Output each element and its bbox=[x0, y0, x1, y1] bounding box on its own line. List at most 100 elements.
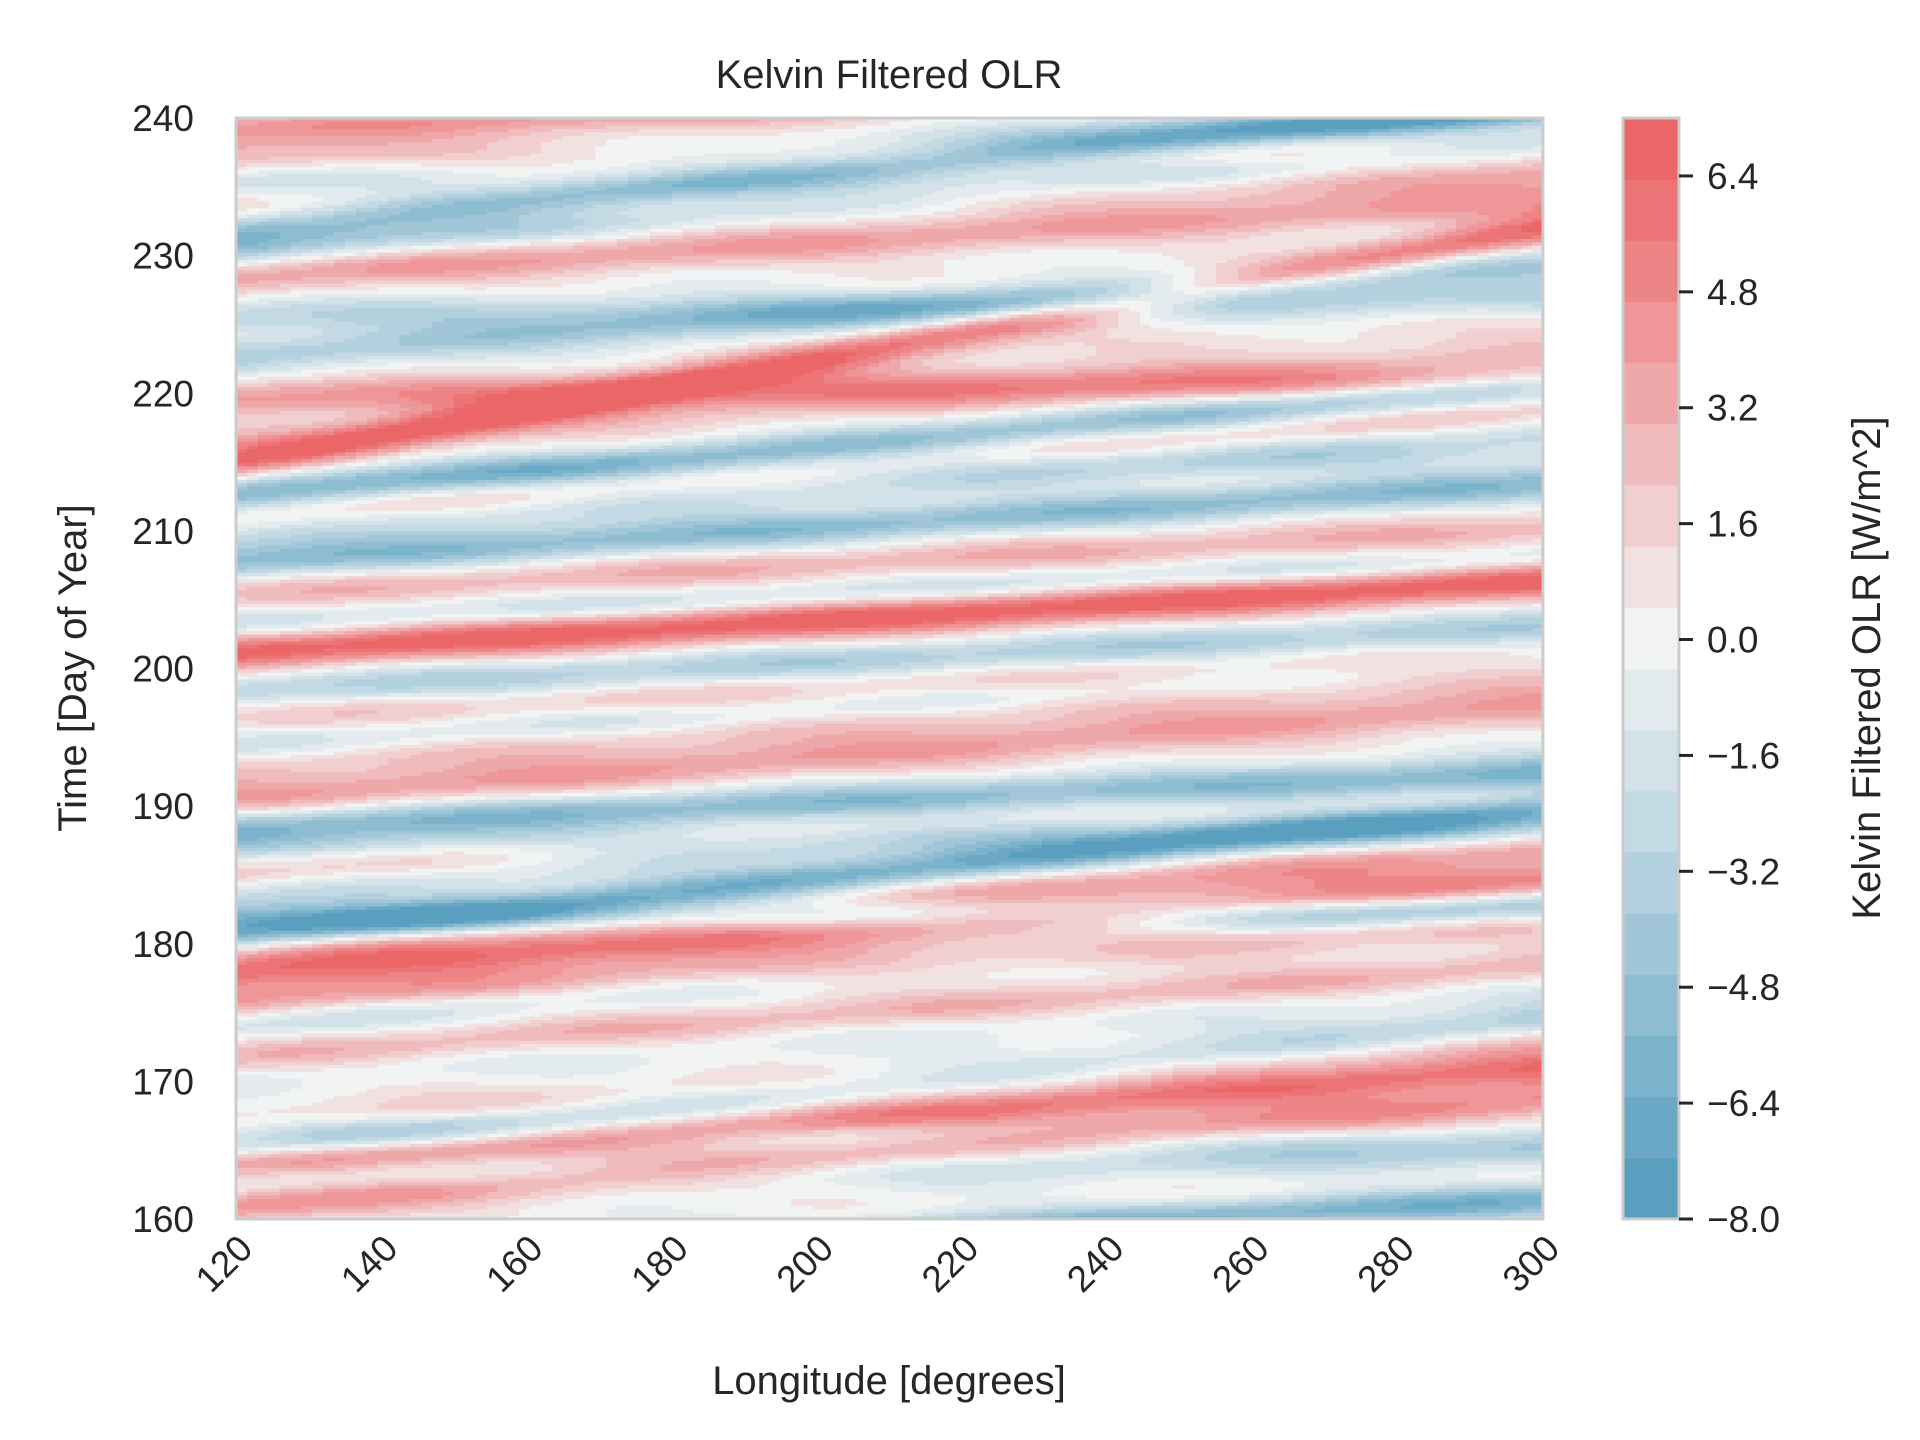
contour-cell bbox=[475, 802, 553, 807]
contour-cell bbox=[1357, 1201, 1413, 1206]
contour-cell bbox=[1532, 1029, 1543, 1034]
contour-cell bbox=[1368, 696, 1435, 701]
contour-cell bbox=[432, 871, 553, 876]
contour-cell bbox=[551, 382, 586, 387]
contour-cell bbox=[1292, 868, 1370, 873]
contour-cell bbox=[1063, 761, 1119, 766]
contour-cell bbox=[323, 833, 390, 838]
contour-cell bbox=[1107, 1016, 1196, 1021]
contour-cell bbox=[1532, 1115, 1543, 1120]
contour-cell bbox=[486, 437, 520, 443]
contour-cell bbox=[1477, 396, 1511, 401]
contour-cell bbox=[1401, 792, 1490, 797]
contour-cell bbox=[236, 424, 270, 429]
contour-cell bbox=[584, 985, 629, 990]
contour-cell bbox=[562, 651, 607, 656]
contour-cell bbox=[399, 403, 433, 408]
contour-cell bbox=[323, 864, 346, 869]
contour-cell bbox=[943, 1163, 1174, 1168]
contour-cell bbox=[1325, 1050, 1370, 1055]
contour-cell bbox=[628, 819, 673, 824]
contour-cell bbox=[1150, 651, 1217, 656]
contour-cell bbox=[889, 899, 956, 904]
contour-cell bbox=[845, 420, 923, 425]
contour-cell bbox=[377, 499, 509, 504]
contour-cell bbox=[1281, 396, 1326, 401]
contour-cell bbox=[889, 523, 945, 529]
contour-cell bbox=[1118, 782, 1196, 787]
contour-cell bbox=[1412, 407, 1457, 412]
contour-cell bbox=[236, 1174, 281, 1179]
contour-cell bbox=[1074, 434, 1108, 439]
contour-cell bbox=[453, 923, 477, 928]
contour-cell bbox=[1314, 582, 1359, 587]
contour-cell bbox=[1009, 444, 1043, 449]
contour-cell bbox=[475, 1016, 520, 1021]
contour-cell bbox=[421, 468, 455, 473]
contour-cell bbox=[998, 527, 1065, 532]
contour-cell bbox=[856, 874, 891, 879]
contour-cell bbox=[1281, 892, 1413, 897]
contour-cell bbox=[987, 1215, 1032, 1219]
contour-cell bbox=[432, 1016, 477, 1021]
contour-cell bbox=[1183, 675, 1359, 680]
contour-cell bbox=[573, 610, 629, 615]
contour-cell bbox=[856, 895, 880, 900]
contour-cell bbox=[464, 902, 586, 907]
contour-cell bbox=[911, 369, 1076, 374]
contour-cell bbox=[1031, 1215, 1076, 1219]
contour-cell bbox=[366, 799, 390, 804]
contour-cell bbox=[856, 1212, 923, 1217]
contour-cell bbox=[1401, 837, 1424, 842]
contour-cell bbox=[486, 355, 607, 360]
contour-cell bbox=[573, 530, 629, 535]
contour-cell bbox=[1368, 634, 1501, 639]
contour-cell bbox=[432, 462, 455, 467]
contour-cell bbox=[290, 943, 313, 948]
contour-cell bbox=[638, 603, 695, 608]
contour-cell bbox=[922, 420, 967, 425]
contour-cell bbox=[856, 345, 901, 350]
contour-cell bbox=[933, 857, 956, 862]
contour-cell bbox=[562, 991, 618, 996]
contour-cell bbox=[312, 493, 335, 498]
contour-cell bbox=[344, 744, 390, 749]
contour-cell bbox=[410, 792, 466, 797]
contour-cell bbox=[257, 1012, 281, 1017]
contour-cell bbox=[1510, 1067, 1543, 1072]
contour-cell bbox=[1238, 389, 1283, 394]
contour-cell bbox=[758, 568, 825, 573]
contour-cell bbox=[704, 1067, 836, 1072]
contour-cell bbox=[236, 668, 270, 673]
contour-cell bbox=[562, 558, 597, 563]
contour-cell bbox=[856, 334, 880, 339]
contour-cell bbox=[236, 929, 270, 935]
contour-cell bbox=[943, 1098, 989, 1103]
contour-cell bbox=[257, 462, 270, 467]
contour-cell bbox=[1434, 929, 1533, 935]
contour-cell bbox=[1423, 372, 1468, 377]
contour-cell bbox=[1499, 943, 1543, 948]
contour-cell bbox=[954, 1150, 1021, 1155]
contour-cell bbox=[1379, 386, 1413, 391]
contour-cell bbox=[878, 861, 912, 866]
contour-cell bbox=[1216, 1057, 1283, 1062]
contour-cell bbox=[1325, 520, 1543, 525]
contour-cell bbox=[595, 338, 640, 343]
contour-cell bbox=[1390, 757, 1435, 762]
contour-cell bbox=[933, 943, 1098, 948]
contour-cell bbox=[236, 816, 248, 821]
contour-cell bbox=[747, 874, 858, 879]
contour-cell bbox=[551, 417, 564, 422]
contour-cell bbox=[867, 929, 934, 935]
contour-cell bbox=[1444, 503, 1501, 508]
contour-cell bbox=[1031, 998, 1098, 1003]
contour-cell bbox=[410, 462, 433, 467]
contour-cell bbox=[845, 957, 901, 962]
contour-cell bbox=[1216, 493, 1294, 498]
contour-cell bbox=[377, 764, 455, 769]
contour-cell bbox=[1423, 1115, 1457, 1120]
contour-cell bbox=[922, 503, 967, 508]
contour-cell bbox=[236, 795, 292, 800]
contour-cell bbox=[1183, 427, 1217, 432]
